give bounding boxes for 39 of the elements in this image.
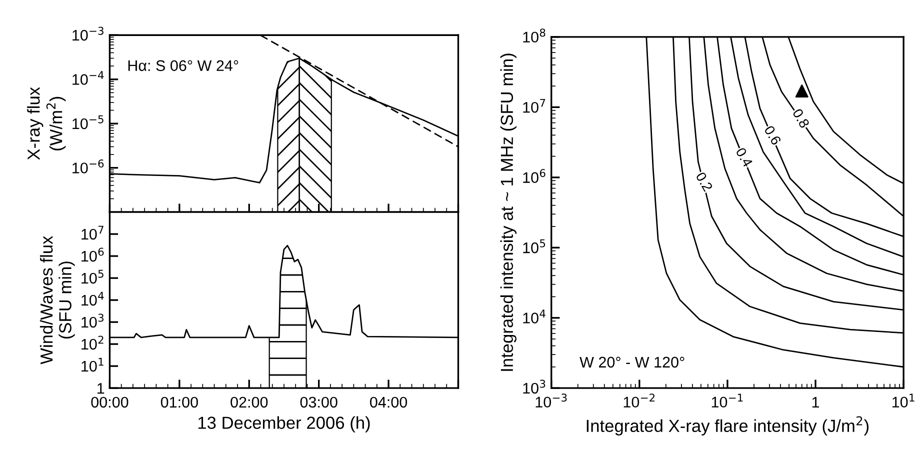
y-tick-label: 10$^{−4}$ (72, 71, 104, 85)
x-tick-label: 10$^{−3}$ (536, 394, 567, 408)
x-tick-label: 1 (812, 396, 820, 408)
y-tick-label: 10$^{3}$ (82, 314, 104, 328)
y-axis-title: X-ray flux (W/m$^{2}$) (27, 87, 66, 160)
x-tick-label: 02:00 (230, 396, 268, 408)
annotation: W 20° - W 120° (580, 356, 684, 368)
y-tick-label: 10$^{6}$ (82, 248, 104, 262)
y-tick-label: 10$^{2}$ (82, 336, 104, 350)
annotation: 0.4 (735, 146, 754, 168)
x-tick-label: 10$^{−1}$ (712, 394, 743, 408)
y-tick-label: 10$^{6}$ (523, 169, 546, 183)
x-axis-title: 13 December 2006 (h) (198, 416, 370, 432)
x-tick-label: 00:00 (91, 396, 128, 408)
y-tick-label: 10$^{7}$ (82, 226, 104, 240)
x-tick-label: 03:00 (300, 396, 338, 408)
y-tick-label: 1 (98, 383, 104, 394)
x-tick-label: 10$^{−2}$ (624, 394, 655, 408)
x-tick-label: 01:00 (160, 396, 198, 408)
y-tick-label: 10$^{4}$ (523, 310, 546, 324)
annotation: 0.6 (764, 124, 782, 146)
y-tick-label: 10$^{5}$ (82, 270, 104, 284)
x-tick-label: 04:00 (370, 396, 408, 408)
y-axis-title: Integrated intensity at ~ 1 MHz (SFU min) (500, 54, 516, 371)
x-tick-label: 10$^{1}$ (892, 394, 914, 408)
y-tick-label: 10$^{4}$ (82, 292, 104, 306)
y-tick-label: 10$^{−5}$ (72, 115, 104, 130)
y-tick-label: 10$^{8}$ (523, 28, 546, 43)
y-tick-label: 10$^{5}$ (523, 239, 546, 254)
x-axis-title: Integrated X-ray flare intensity (J/m$^{2}$) (586, 416, 869, 436)
y-axis-title: Wind/Waves flux (SFU min) (40, 236, 75, 364)
annotation: Hα: S 06° W 24° (128, 60, 238, 72)
y-tick-label: 10$^{3}$ (523, 380, 546, 394)
y-tick-label: 10$^{1}$ (82, 358, 104, 372)
annotation: 0.8 (792, 108, 810, 129)
y-tick-label: 10$^{−3}$ (72, 26, 104, 41)
annotation: 0.2 (695, 171, 714, 192)
y-tick-label: 10$^{−6}$ (72, 159, 104, 174)
y-tick-label: 10$^{7}$ (523, 98, 546, 113)
